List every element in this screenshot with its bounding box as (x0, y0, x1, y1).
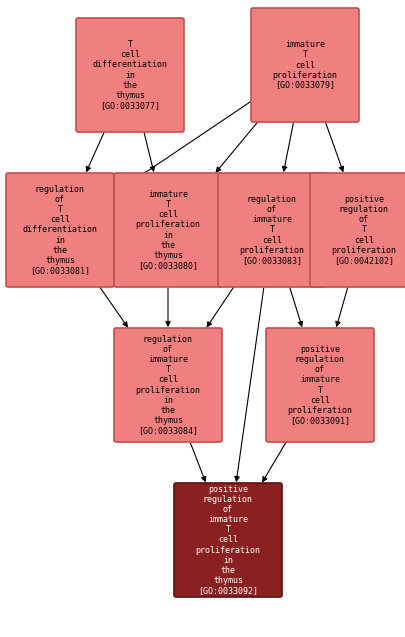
FancyBboxPatch shape (217, 173, 325, 287)
Text: regulation
of
immature
T
cell
proliferation
in
the
thymus
[GO:0033084]: regulation of immature T cell proliferat… (135, 335, 200, 434)
Text: immature
T
cell
proliferation
in
the
thymus
[GO:0033080]: immature T cell proliferation in the thy… (135, 190, 200, 269)
FancyBboxPatch shape (6, 173, 114, 287)
Text: positive
regulation
of
immature
T
cell
proliferation
in
the
thymus
[GO:0033092]: positive regulation of immature T cell p… (195, 485, 260, 595)
FancyBboxPatch shape (309, 173, 405, 287)
Text: regulation
of
T
cell
differentiation
in
the
thymus
[GO:0033081]: regulation of T cell differentiation in … (22, 185, 97, 275)
FancyBboxPatch shape (114, 328, 222, 442)
Text: positive
regulation
of
immature
T
cell
proliferation
[GO:0033091]: positive regulation of immature T cell p… (287, 345, 352, 425)
Text: regulation
of
immature
T
cell
proliferation
[GO:0033083]: regulation of immature T cell proliferat… (239, 196, 304, 264)
FancyBboxPatch shape (114, 173, 222, 287)
Text: immature
T
cell
proliferation
[GO:0033079]: immature T cell proliferation [GO:003307… (272, 40, 337, 90)
FancyBboxPatch shape (76, 18, 183, 132)
FancyBboxPatch shape (250, 8, 358, 122)
Text: T
cell
differentiation
in
the
thymus
[GO:0033077]: T cell differentiation in the thymus [GO… (92, 40, 167, 110)
Text: positive
regulation
of
T
cell
proliferation
[GO:0042102]: positive regulation of T cell proliferat… (331, 196, 396, 264)
FancyBboxPatch shape (265, 328, 373, 442)
FancyBboxPatch shape (174, 483, 281, 597)
